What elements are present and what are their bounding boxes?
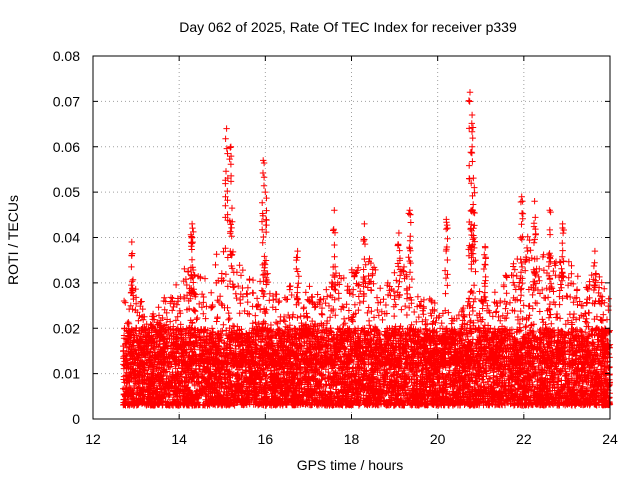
plot-frame <box>92 55 611 420</box>
y-axis-label: ROTI / TECUs <box>5 195 21 285</box>
axes: 12 14 16 18 20 22 24 0 0.01 0.02 0.03 0.04 0.05 0.06 0… <box>53 48 618 447</box>
x-tick-label: 18 <box>344 431 360 447</box>
y-tick-label: 0.01 <box>53 366 80 382</box>
gridlines <box>93 56 610 419</box>
data-points <box>120 89 614 409</box>
y-tick-label: 0.07 <box>53 93 80 109</box>
y-tick-label: 0.02 <box>53 320 80 336</box>
x-tick-label: 12 <box>85 431 101 447</box>
y-tick-label: 0.05 <box>53 184 80 200</box>
x-tick-label: 24 <box>602 431 618 447</box>
x-tick-label: 22 <box>516 431 532 447</box>
roti-points <box>120 89 614 409</box>
y-tick-label: 0.06 <box>53 139 80 155</box>
x-axis-label: GPS time / hours <box>297 457 404 473</box>
x-tick-label: 20 <box>430 431 446 447</box>
y-tick-label: 0 <box>72 411 80 427</box>
x-tick-label: 14 <box>171 431 187 447</box>
y-tick-label: 0.03 <box>53 275 80 291</box>
chart-title: Day 062 of 2025, Rate Of TEC Index for r… <box>179 19 517 35</box>
y-tick-label: 0.08 <box>53 48 80 64</box>
y-tick-label: 0.04 <box>53 230 80 246</box>
x-tick-label: 16 <box>258 431 274 447</box>
